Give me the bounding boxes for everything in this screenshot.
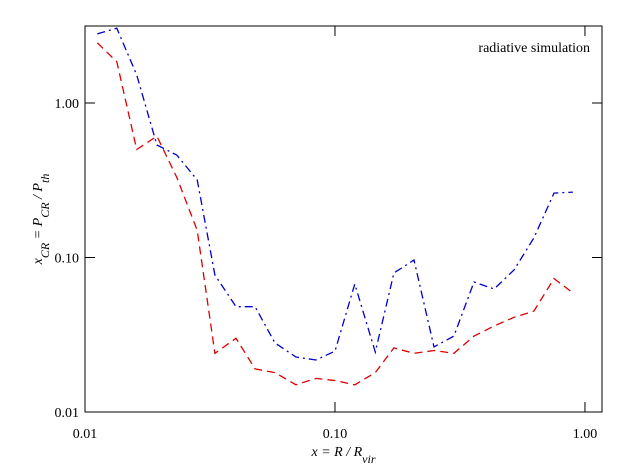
x-tick-label: 1.00: [573, 427, 598, 442]
series-line: [96, 42, 574, 386]
annotation: radiative simulation: [478, 41, 590, 56]
y-axis-title: xCR = PCR / Pth: [31, 174, 52, 266]
y-axis-title-part: x: [31, 257, 46, 265]
y-tick-label: 1.00: [55, 97, 80, 112]
series-line: [97, 27, 573, 361]
x-axis-title: x = R / Rvir: [311, 445, 376, 466]
y-axis-title-part: CR: [38, 242, 52, 258]
y-axis-title-part: CR: [38, 202, 52, 218]
x-axis-title-part: vir: [362, 452, 376, 466]
x-tick-label: 0.10: [323, 427, 348, 442]
y-axis-title-part: = P: [31, 217, 46, 242]
y-axis-title-part: th: [38, 174, 52, 183]
y-tick-label: 0.01: [55, 406, 80, 421]
y-tick-label: 0.10: [55, 251, 80, 266]
x-tick-label: 0.01: [73, 427, 98, 442]
plot-frame: [84, 25, 603, 413]
x-axis-title-part: x = R / R: [311, 445, 363, 460]
y-axis-title-part: / P: [31, 183, 46, 203]
